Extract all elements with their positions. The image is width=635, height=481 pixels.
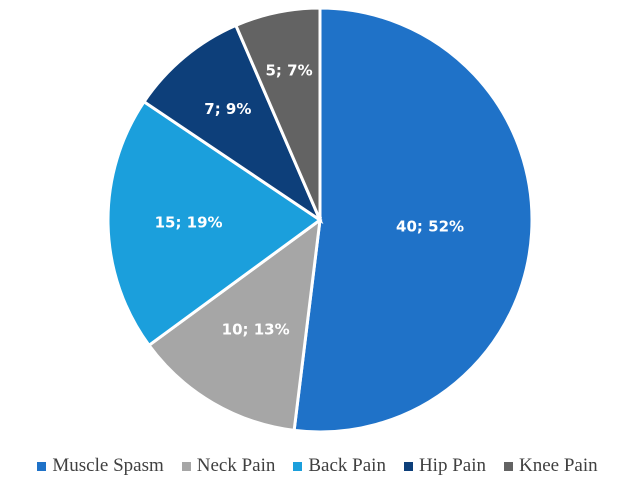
- slice-back-pain: [106, 99, 323, 348]
- data-label-knee-pain: 5; 7%: [266, 62, 313, 80]
- legend-label-back-pain: Back Pain: [308, 455, 386, 476]
- data-label-hip-pain: 7; 9%: [204, 100, 251, 118]
- data-label-neck-pain: 10; 13%: [222, 321, 290, 339]
- legend-label-hip-pain: Hip Pain: [418, 455, 486, 476]
- legend-item-muscle-spasm: Muscle Spasm: [37, 455, 164, 477]
- slice-neck-pain: [146, 216, 322, 433]
- legend-swatch-hip-pain: [403, 461, 413, 471]
- legend-label-knee-pain: Knee Pain: [518, 455, 598, 476]
- legend: Muscle Spasm Neck Pain Back Pain Hip Pai…: [0, 455, 635, 477]
- data-label-muscle-spasm: 40; 52%: [396, 218, 464, 236]
- legend-swatch-knee-pain: [503, 461, 513, 471]
- legend-item-neck-pain: Neck Pain: [181, 455, 276, 477]
- slice-knee-pain: [233, 6, 322, 221]
- legend-item-knee-pain: Knee Pain: [503, 455, 598, 477]
- slice-hip-pain: [141, 23, 324, 225]
- pie-chart: 40; 52% 10; 13% 15; 19% 7; 9% 5; 7%: [106, 6, 534, 434]
- legend-swatch-neck-pain: [181, 461, 191, 471]
- legend-label-muscle-spasm: Muscle Spasm: [52, 455, 164, 476]
- data-label-back-pain: 15; 19%: [155, 214, 223, 232]
- legend-swatch-back-pain: [293, 461, 303, 471]
- legend-item-hip-pain: Hip Pain: [403, 455, 486, 477]
- slice-muscle-spasm: [292, 6, 534, 434]
- legend-swatch-muscle-spasm: [37, 461, 47, 471]
- legend-label-neck-pain: Neck Pain: [196, 455, 276, 476]
- legend-item-back-pain: Back Pain: [293, 455, 386, 477]
